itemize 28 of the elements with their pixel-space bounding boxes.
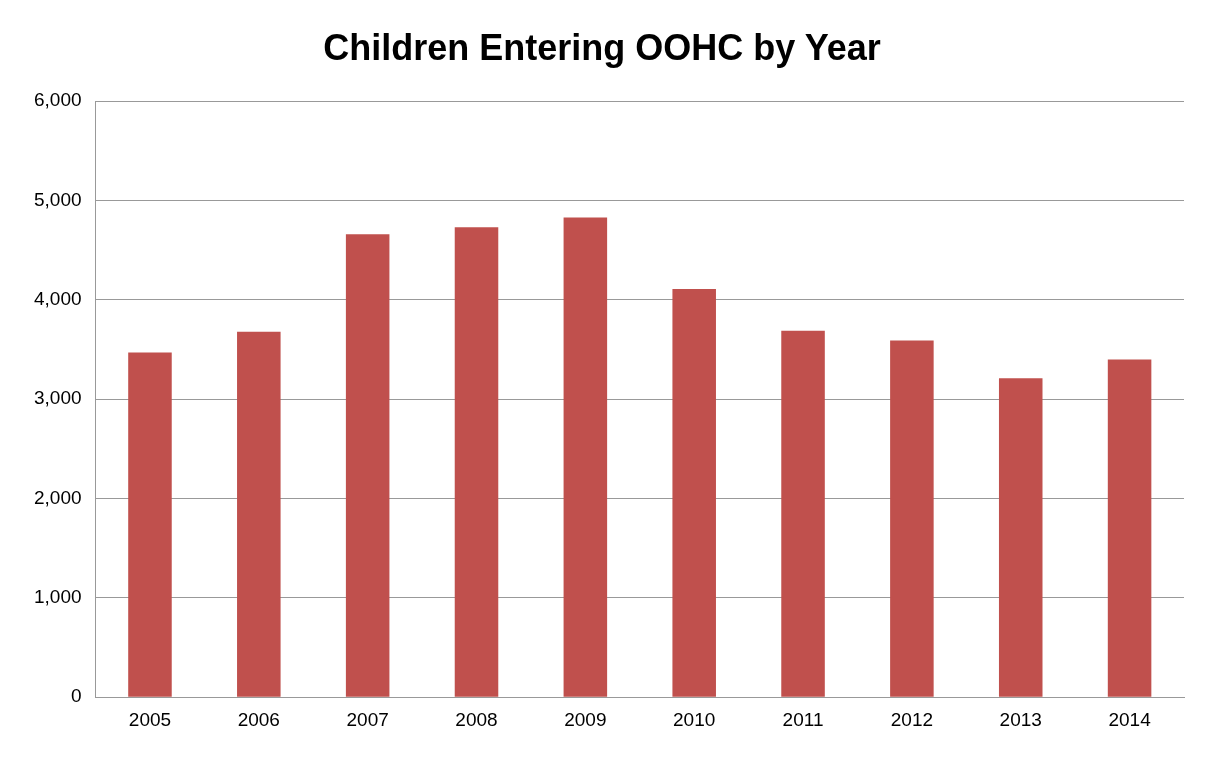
y-tick-label: 6,000	[34, 89, 82, 111]
bar	[781, 330, 825, 697]
x-tick-label: 2013	[999, 708, 1042, 730]
bar	[128, 352, 172, 697]
y-tick-label: 1,000	[34, 586, 82, 608]
chart-title: Children Entering OOHC by Year	[323, 26, 881, 68]
bar	[454, 227, 499, 697]
bar	[998, 378, 1043, 697]
y-tick-label: 4,000	[34, 288, 82, 310]
x-tick-label: 2011	[782, 708, 824, 730]
y-tick-label: 2,000	[34, 486, 82, 508]
x-tick-label: 2007	[346, 708, 389, 730]
bar	[1107, 359, 1152, 697]
bar	[672, 288, 716, 697]
y-tick-label: 3,000	[34, 387, 82, 409]
x-tick-label: 2006	[237, 708, 280, 730]
x-tick-label: 2005	[128, 708, 172, 730]
bar	[237, 331, 281, 697]
bar	[345, 234, 390, 697]
bar	[563, 217, 608, 697]
x-tick-label: 2009	[564, 708, 607, 730]
x-tick-label: 2008	[455, 708, 498, 730]
bar	[890, 340, 934, 697]
y-tick-label: 0	[70, 685, 82, 707]
x-tick-label: 2012	[890, 708, 934, 730]
x-tick-label: 2014	[1108, 708, 1152, 730]
x-tick-label: 2010	[673, 708, 716, 730]
y-tick-label: 5,000	[34, 188, 82, 210]
